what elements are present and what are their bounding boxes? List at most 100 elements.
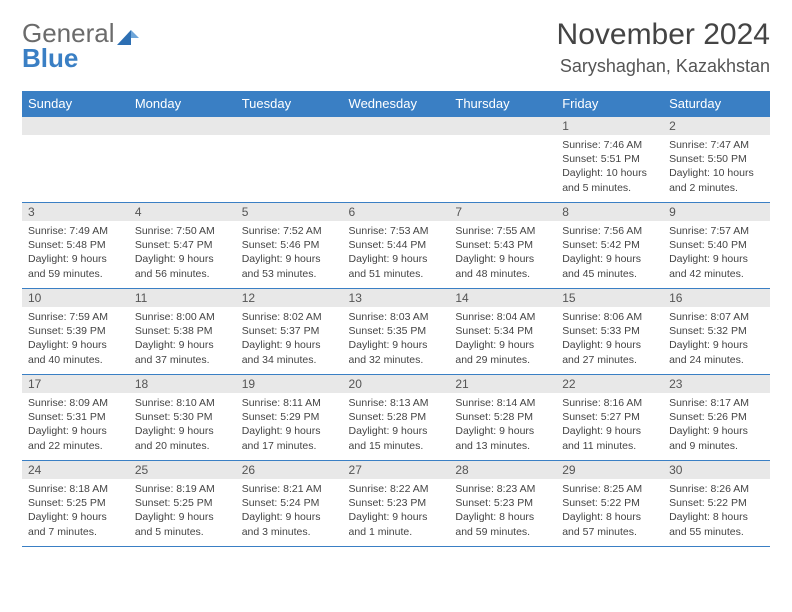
day-number: 13	[343, 289, 450, 307]
sunset-line: Sunset: 5:23 PM	[349, 496, 444, 510]
sunrise-line: Sunrise: 8:00 AM	[135, 310, 230, 324]
day-body: Sunrise: 7:53 AMSunset: 5:44 PMDaylight:…	[343, 221, 450, 285]
daylight-line: Daylight: 9 hours and 5 minutes.	[135, 510, 230, 538]
day-number: 8	[556, 203, 663, 221]
dayhead-wed: Wednesday	[343, 91, 450, 117]
sunrise-line: Sunrise: 8:11 AM	[242, 396, 337, 410]
day-header-row: Sunday Monday Tuesday Wednesday Thursday…	[22, 91, 770, 117]
daylight-line: Daylight: 9 hours and 11 minutes.	[562, 424, 657, 452]
sunset-line: Sunset: 5:51 PM	[562, 152, 657, 166]
sunset-line: Sunset: 5:43 PM	[455, 238, 550, 252]
dayhead-tue: Tuesday	[236, 91, 343, 117]
day-number: 1	[556, 117, 663, 135]
day-number: 7	[449, 203, 556, 221]
sunrise-line: Sunrise: 7:55 AM	[455, 224, 550, 238]
sunrise-line: Sunrise: 8:04 AM	[455, 310, 550, 324]
day-cell: 22 Sunrise: 8:16 AMSunset: 5:27 PMDayligh…	[556, 375, 663, 461]
day-cell: 20Sunrise: 8:13 AMSunset: 5:28 PMDayligh…	[343, 375, 450, 461]
day-number: 25	[129, 461, 236, 479]
sunrise-line: Sunrise: 8:17 AM	[669, 396, 764, 410]
day-body: Sunrise: 7:47 AMSunset: 5:50 PMDaylight:…	[663, 135, 770, 199]
sunrise-line: Sunrise: 7:59 AM	[28, 310, 123, 324]
day-number: 2	[663, 117, 770, 135]
day-number	[22, 117, 129, 135]
day-number: 26	[236, 461, 343, 479]
sunrise-line: Sunrise: 8:16 AM	[562, 396, 657, 410]
day-body: Sunrise: 7:46 AMSunset: 5:51 PMDaylight:…	[556, 135, 663, 199]
calendar-body: 1Sunrise: 7:46 AMSunset: 5:51 PMDaylight…	[22, 117, 770, 547]
sunset-line: Sunset: 5:38 PM	[135, 324, 230, 338]
day-body: Sunrise: 8:02 AMSunset: 5:37 PMDaylight:…	[236, 307, 343, 371]
day-body: Sunrise: 7:49 AMSunset: 5:48 PMDaylight:…	[22, 221, 129, 285]
day-cell: 30Sunrise: 8:26 AMSunset: 5:22 PMDayligh…	[663, 461, 770, 547]
calendar-table: Sunday Monday Tuesday Wednesday Thursday…	[22, 91, 770, 547]
day-body: Sunrise: 8:09 AMSunset: 5:31 PMDaylight:…	[22, 393, 129, 457]
day-cell: 14Sunrise: 8:04 AMSunset: 5:34 PMDayligh…	[449, 289, 556, 375]
day-cell: 1Sunrise: 7:46 AMSunset: 5:51 PMDaylight…	[556, 117, 663, 203]
sunset-line: Sunset: 5:33 PM	[562, 324, 657, 338]
daylight-line: Daylight: 9 hours and 32 minutes.	[349, 338, 444, 366]
day-body: Sunrise: 8:00 AMSunset: 5:38 PMDaylight:…	[129, 307, 236, 371]
daylight-line: Daylight: 9 hours and 59 minutes.	[28, 252, 123, 280]
daylight-line: Daylight: 9 hours and 45 minutes.	[562, 252, 657, 280]
sunset-line: Sunset: 5:23 PM	[455, 496, 550, 510]
day-number: 14	[449, 289, 556, 307]
daylight-line: Daylight: 9 hours and 15 minutes.	[349, 424, 444, 452]
title-block: November 2024 Saryshaghan, Kazakhstan	[557, 18, 770, 77]
day-body	[236, 135, 343, 142]
day-cell	[236, 117, 343, 203]
daylight-line: Daylight: 9 hours and 24 minutes.	[669, 338, 764, 366]
sunset-line: Sunset: 5:40 PM	[669, 238, 764, 252]
day-cell: 23Sunrise: 8:17 AMSunset: 5:26 PMDayligh…	[663, 375, 770, 461]
day-body: Sunrise: 8:23 AMSunset: 5:23 PMDaylight:…	[449, 479, 556, 543]
day-number: 17	[22, 375, 129, 393]
sunset-line: Sunset: 5:47 PM	[135, 238, 230, 252]
day-body: Sunrise: 8:18 AMSunset: 5:25 PMDaylight:…	[22, 479, 129, 543]
sunset-line: Sunset: 5:44 PM	[349, 238, 444, 252]
day-number: 4	[129, 203, 236, 221]
sunset-line: Sunset: 5:30 PM	[135, 410, 230, 424]
day-number: 23	[663, 375, 770, 393]
day-cell: 24Sunrise: 8:18 AMSunset: 5:25 PMDayligh…	[22, 461, 129, 547]
dayhead-sun: Sunday	[22, 91, 129, 117]
sunset-line: Sunset: 5:50 PM	[669, 152, 764, 166]
daylight-line: Daylight: 10 hours and 5 minutes.	[562, 166, 657, 194]
sunset-line: Sunset: 5:28 PM	[349, 410, 444, 424]
day-cell: 12Sunrise: 8:02 AMSunset: 5:37 PMDayligh…	[236, 289, 343, 375]
day-body: Sunrise: 8:10 AMSunset: 5:30 PMDaylight:…	[129, 393, 236, 457]
sunset-line: Sunset: 5:48 PM	[28, 238, 123, 252]
day-number: 22	[556, 375, 663, 393]
dayhead-sat: Saturday	[663, 91, 770, 117]
daylight-line: Daylight: 9 hours and 56 minutes.	[135, 252, 230, 280]
sunset-line: Sunset: 5:27 PM	[562, 410, 657, 424]
sunset-line: Sunset: 5:34 PM	[455, 324, 550, 338]
day-number: 30	[663, 461, 770, 479]
daylight-line: Daylight: 9 hours and 27 minutes.	[562, 338, 657, 366]
day-number: 19	[236, 375, 343, 393]
day-cell	[343, 117, 450, 203]
day-cell: 10Sunrise: 7:59 AMSunset: 5:39 PMDayligh…	[22, 289, 129, 375]
sunrise-line: Sunrise: 7:47 AM	[669, 138, 764, 152]
day-body	[22, 135, 129, 142]
day-body: Sunrise: 8:03 AMSunset: 5:35 PMDaylight:…	[343, 307, 450, 371]
day-body: Sunrise: 8:25 AMSunset: 5:22 PMDaylight:…	[556, 479, 663, 543]
day-cell: 17Sunrise: 8:09 AMSunset: 5:31 PMDayligh…	[22, 375, 129, 461]
daylight-line: Daylight: 9 hours and 20 minutes.	[135, 424, 230, 452]
day-cell: 16Sunrise: 8:07 AMSunset: 5:32 PMDayligh…	[663, 289, 770, 375]
daylight-line: Daylight: 9 hours and 53 minutes.	[242, 252, 337, 280]
daylight-line: Daylight: 9 hours and 17 minutes.	[242, 424, 337, 452]
week-row: 10Sunrise: 7:59 AMSunset: 5:39 PMDayligh…	[22, 289, 770, 375]
day-body: Sunrise: 8:13 AMSunset: 5:28 PMDaylight:…	[343, 393, 450, 457]
day-number: 6	[343, 203, 450, 221]
day-number: 24	[22, 461, 129, 479]
day-number	[236, 117, 343, 135]
day-body: Sunrise: 8:04 AMSunset: 5:34 PMDaylight:…	[449, 307, 556, 371]
sunrise-line: Sunrise: 7:56 AM	[562, 224, 657, 238]
sunrise-line: Sunrise: 7:50 AM	[135, 224, 230, 238]
day-number	[343, 117, 450, 135]
sunset-line: Sunset: 5:28 PM	[455, 410, 550, 424]
day-cell: 28Sunrise: 8:23 AMSunset: 5:23 PMDayligh…	[449, 461, 556, 547]
sunrise-line: Sunrise: 8:09 AM	[28, 396, 123, 410]
daylight-line: Daylight: 9 hours and 29 minutes.	[455, 338, 550, 366]
day-body	[449, 135, 556, 142]
